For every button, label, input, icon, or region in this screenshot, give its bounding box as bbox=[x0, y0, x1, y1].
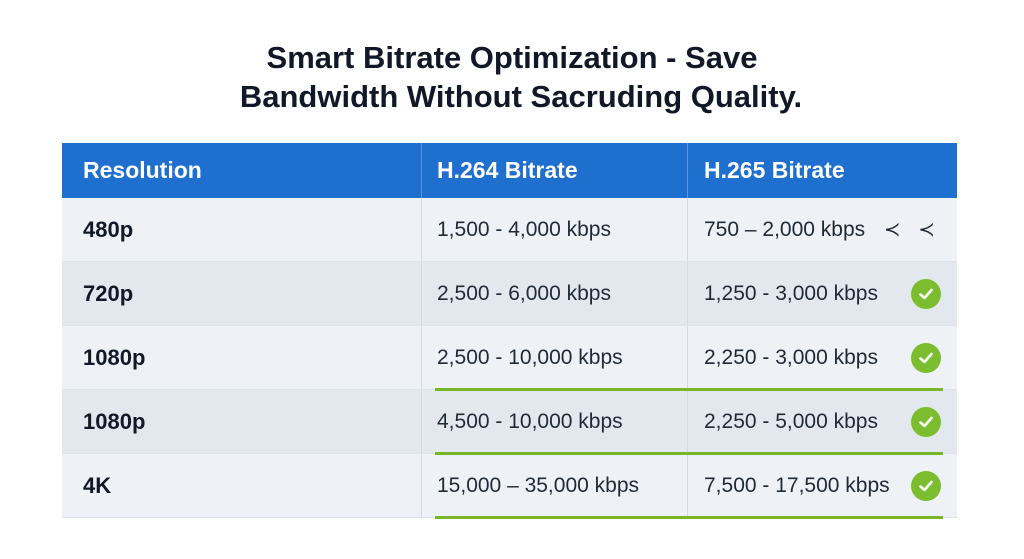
table-row: 480p 1,500 - 4,000 kbps 750 – 2,000 kbps… bbox=[62, 198, 957, 262]
table-row: 1080p 4,500 - 10,000 kbps 2,250 - 5,000 … bbox=[62, 390, 957, 455]
header-resolution: Resolution bbox=[83, 157, 202, 183]
highlight-underline bbox=[435, 516, 943, 519]
check-icon bbox=[911, 278, 941, 309]
table-row: 1080p 2,500 - 10,000 kbps 2,250 - 3,000 … bbox=[62, 326, 957, 391]
resolution-cell: 1080p bbox=[83, 344, 146, 370]
check-icon bbox=[911, 470, 941, 501]
h264-bitrate-cell: 1,500 - 4,000 kbps bbox=[437, 217, 611, 241]
resolution-cell: 720p bbox=[83, 280, 134, 306]
h265-bitrate-cell: 1,250 - 3,000 kbps bbox=[704, 281, 878, 305]
h264-bitrate-cell: 4,500 - 10,000 kbps bbox=[437, 409, 623, 433]
table-row: 720p 2,500 - 6,000 kbps 1,250 - 3,000 kb… bbox=[62, 262, 957, 326]
h264-bitrate-cell: 2,500 - 10,000 kbps bbox=[437, 345, 623, 369]
title-line-1: Smart Bitrate Optimization - Save bbox=[266, 40, 758, 75]
bitrate-table: Resolution H.264 Bitrate H.265 Bitrate 4… bbox=[62, 143, 957, 519]
resolution-cell: 480p bbox=[83, 216, 134, 242]
header-h265-bitrate: H.265 Bitrate bbox=[687, 143, 957, 198]
check-icon bbox=[911, 406, 941, 437]
page-title: Smart Bitrate Optimization - Save Bandwi… bbox=[0, 38, 1024, 116]
table-header-row: Resolution H.264 Bitrate H.265 Bitrate bbox=[62, 143, 957, 198]
h265-bitrate-cell: 7,500 - 17,500 kbps bbox=[704, 473, 890, 497]
title-line-2: Bandwidth Without Sacruding Quality. bbox=[239, 79, 803, 114]
header-h264-bitrate: H.264 Bitrate bbox=[421, 143, 687, 198]
resolution-cell: 1080p bbox=[83, 408, 146, 434]
resolution-cell: 4K bbox=[83, 472, 112, 498]
check-icon bbox=[911, 342, 941, 373]
h265-bitrate-cell: 2,250 - 3,000 kbps bbox=[704, 345, 878, 369]
h265-bitrate-cell: 750 – 2,000 kbps bbox=[704, 217, 866, 241]
h264-bitrate-cell: 15,000 – 35,000 kbps bbox=[437, 473, 640, 497]
table-row: 4K 15,000 – 35,000 kbps 7,500 - 17,500 k… bbox=[62, 454, 957, 519]
arrow-marks-icon: ≺ ≺ bbox=[883, 219, 941, 241]
highlight-underline bbox=[435, 388, 943, 391]
h265-bitrate-cell: 2,250 - 5,000 kbps bbox=[704, 409, 878, 433]
h264-bitrate-cell: 2,500 - 6,000 kbps bbox=[437, 281, 611, 305]
highlight-underline bbox=[435, 452, 943, 455]
